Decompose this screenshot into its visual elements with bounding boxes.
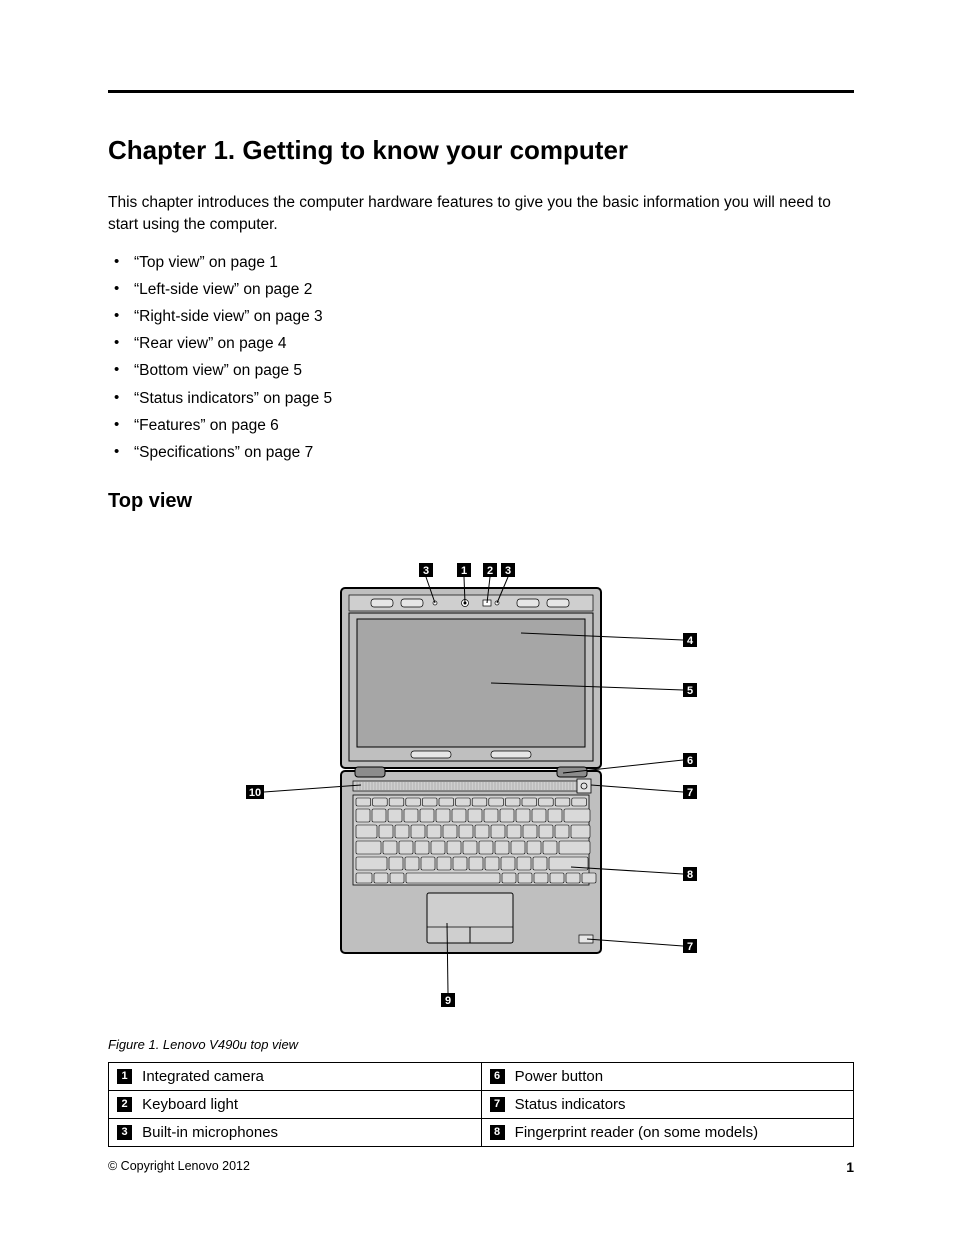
table-row: 1 Integrated camera6 Power button <box>109 1062 854 1090</box>
toc-item: “Right-side view” on page 3 <box>108 303 854 330</box>
toc-item: “Bottom view” on page 5 <box>108 357 854 384</box>
svg-text:7: 7 <box>687 787 693 799</box>
section-title: Top view <box>108 490 854 513</box>
svg-text:10: 10 <box>249 787 261 799</box>
svg-text:1: 1 <box>461 565 467 577</box>
top-rule <box>108 90 854 93</box>
toc-item: “Features” on page 6 <box>108 412 854 439</box>
callout-badge: 1 <box>117 1069 132 1084</box>
page-number: 1 <box>846 1159 854 1175</box>
figure-caption: Figure 1. Lenovo V490u top view <box>108 1037 854 1052</box>
svg-text:3: 3 <box>505 565 511 577</box>
svg-text:4: 4 <box>687 635 694 647</box>
toc-item: “Specifications” on page 7 <box>108 439 854 466</box>
svg-text:9: 9 <box>445 995 451 1007</box>
callout-cell: 2 Keyboard light <box>109 1090 482 1118</box>
toc-item: “Rear view” on page 4 <box>108 330 854 357</box>
svg-text:5: 5 <box>687 685 693 697</box>
svg-text:7: 7 <box>687 941 693 953</box>
callout-badge: 3 <box>117 1125 132 1140</box>
callout-cell: 1 Integrated camera <box>109 1062 482 1090</box>
toc-item: “Status indicators” on page 5 <box>108 385 854 412</box>
intro-paragraph: This chapter introduces the computer har… <box>108 192 854 237</box>
callout-badge: 7 <box>490 1097 505 1112</box>
callout-badge: 2 <box>117 1097 132 1112</box>
copyright-text: © Copyright Lenovo 2012 <box>108 1159 250 1175</box>
callout-table: 1 Integrated camera6 Power button2 Keybo… <box>108 1062 854 1147</box>
toc-item: “Top view” on page 1 <box>108 249 854 276</box>
callout-cell: 3 Built-in microphones <box>109 1118 482 1146</box>
table-row: 3 Built-in microphones8 Fingerprint read… <box>109 1118 854 1146</box>
svg-text:8: 8 <box>687 869 693 881</box>
diagram-wrapper: 3123456107879 <box>108 543 854 1013</box>
table-row: 2 Keyboard light7 Status indicators <box>109 1090 854 1118</box>
callout-badge: 6 <box>490 1069 505 1084</box>
svg-text:3: 3 <box>423 565 429 577</box>
callout-badge: 8 <box>490 1125 505 1140</box>
callout-cell: 7 Status indicators <box>481 1090 854 1118</box>
toc-item: “Left-side view” on page 2 <box>108 276 854 303</box>
page-footer: © Copyright Lenovo 2012 1 <box>108 1159 854 1175</box>
svg-text:2: 2 <box>487 565 493 577</box>
chapter-title: Chapter 1. Getting to know your computer <box>108 135 854 166</box>
callout-cell: 8 Fingerprint reader (on some models) <box>481 1118 854 1146</box>
laptop-top-view-diagram: 3123456107879 <box>231 543 731 1013</box>
svg-text:6: 6 <box>687 755 693 767</box>
toc-list: “Top view” on page 1“Left-side view” on … <box>108 249 854 466</box>
callout-cell: 6 Power button <box>481 1062 854 1090</box>
